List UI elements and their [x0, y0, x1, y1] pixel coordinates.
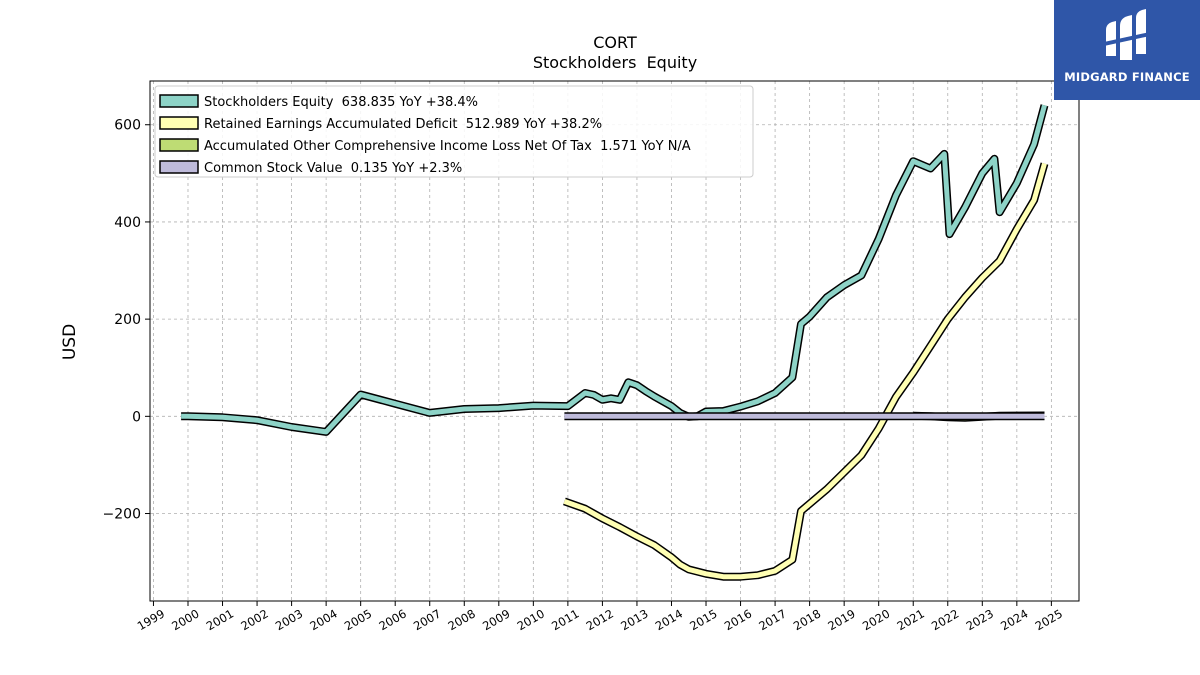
- legend-swatch: [159, 138, 199, 152]
- y-tick-label: 200: [114, 312, 141, 328]
- x-tick-label: 2002: [238, 606, 270, 633]
- legend-entry: Retained Earnings Accumulated Deficit 51…: [204, 117, 602, 132]
- series-line: [563, 162, 1047, 580]
- legend-entry: Stockholders Equity 638.835 YoY +38.4%: [204, 95, 478, 110]
- chart-title: CORT: [593, 33, 637, 52]
- x-tick-label: 2010: [515, 606, 547, 633]
- x-tick-label: 2013: [618, 606, 650, 633]
- x-tick-label: 2000: [169, 606, 201, 633]
- x-tick-label: 2005: [342, 606, 374, 633]
- x-tick-label: 2021: [894, 606, 926, 633]
- y-tick-label: 400: [114, 215, 141, 231]
- x-tick-label: 2011: [549, 606, 581, 633]
- series-line-outline: [563, 162, 1049, 581]
- y-tick-label: 0: [132, 409, 141, 425]
- x-tick-label: 2017: [756, 606, 788, 633]
- brand-logo: MIDGARD FINANCE: [1054, 0, 1200, 100]
- x-tick-label: 2001: [204, 606, 236, 633]
- x-tick-label: 2020: [860, 606, 892, 633]
- x-tick-label: 2025: [1033, 606, 1065, 633]
- x-tick-label: 2024: [998, 606, 1030, 633]
- x-tick-label: 2012: [584, 606, 616, 633]
- legend: Stockholders Equity 638.835 YoY +38.4% Re…: [154, 85, 754, 178]
- x-tick-label: 1999: [135, 606, 167, 633]
- legend-entry: Common Stock Value 0.135 YoY +2.3%: [204, 161, 462, 176]
- legend-entry: Accumulated Other Comprehensive Income L…: [204, 139, 691, 154]
- x-tick-label: 2022: [929, 606, 961, 633]
- y-tick-label: 600: [114, 118, 141, 134]
- chart-subtitle: Stockholders Equity: [533, 53, 697, 72]
- x-tick-label: 2019: [825, 606, 857, 633]
- y-axis-label: USD: [60, 324, 80, 360]
- x-tick-label: 2016: [722, 606, 754, 633]
- x-tick-label: 2007: [411, 606, 443, 633]
- x-tick-label: 2006: [376, 606, 408, 633]
- plot-frame: [149, 80, 1080, 602]
- series-2: [563, 162, 1049, 581]
- brand-name: MIDGARD FINANCE: [1064, 70, 1190, 84]
- x-tick-label: 2004: [307, 606, 339, 633]
- brand-mark-icon: [1104, 9, 1150, 60]
- x-tick-label: 2023: [964, 606, 996, 633]
- x-tick-label: 2018: [791, 606, 823, 633]
- legend-swatch: [159, 94, 199, 108]
- x-tick-label: 2008: [446, 606, 478, 633]
- x-tick-label: 2003: [273, 606, 305, 633]
- y-tick-label: −200: [103, 507, 141, 523]
- legend-box: [154, 85, 754, 178]
- legend-swatch: [159, 160, 199, 174]
- series-layer: [181, 104, 1049, 581]
- x-tick-label: 2015: [687, 606, 719, 633]
- x-tick-label: 2014: [653, 606, 685, 633]
- x-tick-label: 2009: [480, 606, 512, 633]
- legend-swatch: [159, 116, 199, 130]
